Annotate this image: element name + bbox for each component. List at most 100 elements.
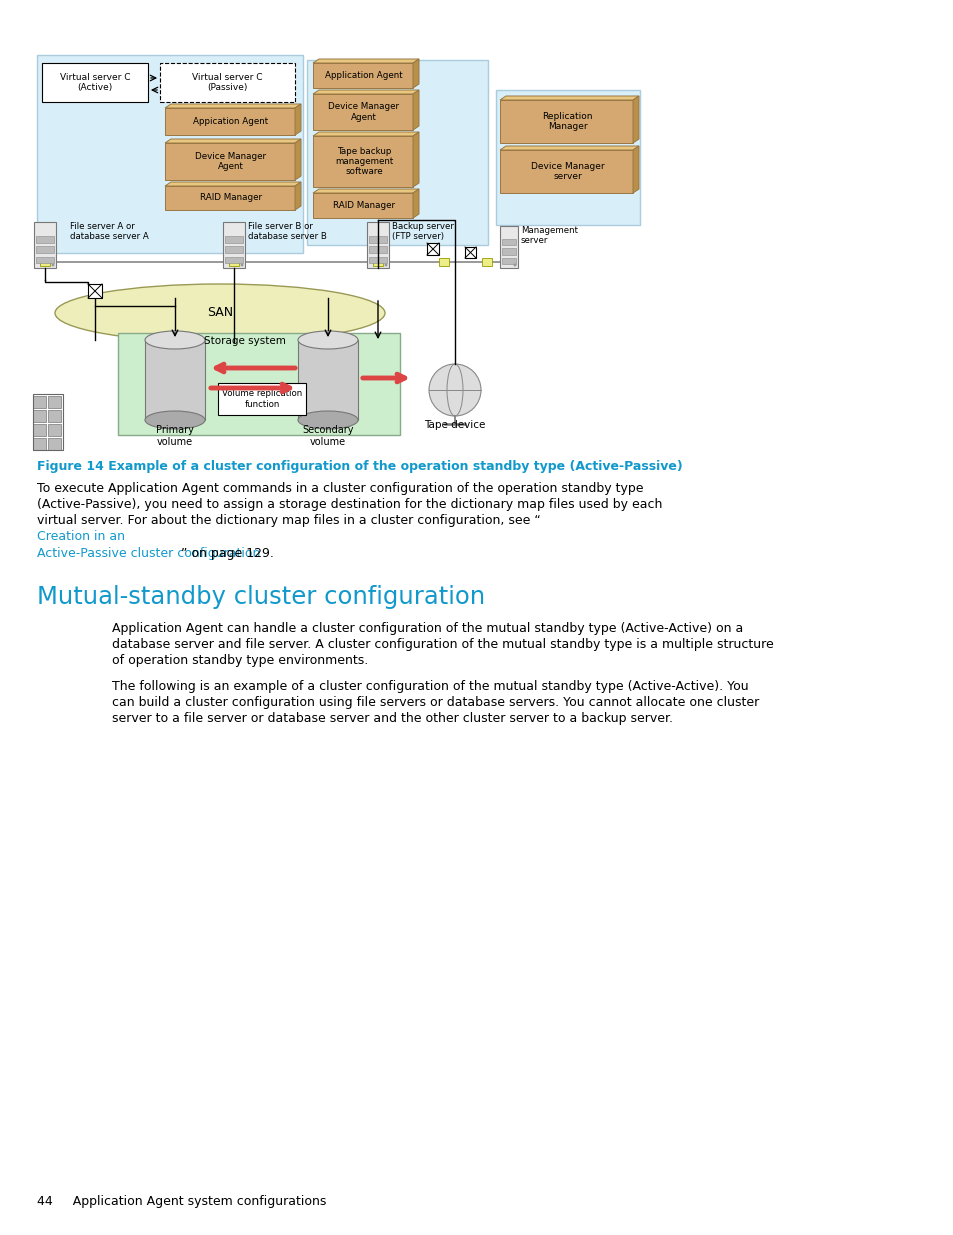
Text: 44     Application Agent system configurations: 44 Application Agent system configuratio…	[37, 1195, 326, 1208]
Text: RAID Manager: RAID Manager	[200, 194, 262, 203]
Polygon shape	[145, 340, 205, 420]
Bar	[36, 257, 54, 263]
Bar	[501, 248, 516, 254]
Text: Replication
Manager: Replication Manager	[541, 112, 592, 131]
Text: Backup server
(FTP server): Backup server (FTP server)	[392, 222, 454, 241]
Text: ” on page 129.: ” on page 129.	[37, 547, 274, 559]
Text: Volume replication
function: Volume replication function	[222, 389, 302, 409]
Bar	[223, 222, 245, 268]
Polygon shape	[165, 182, 301, 186]
Polygon shape	[165, 104, 301, 107]
Bar	[48, 396, 61, 408]
Polygon shape	[313, 132, 418, 136]
Bar	[48, 410, 61, 422]
Polygon shape	[633, 146, 639, 193]
Bar	[225, 246, 243, 253]
Bar	[48, 438, 61, 450]
Text: Application Agent: Application Agent	[325, 70, 402, 80]
Bar	[160, 63, 294, 103]
Polygon shape	[499, 146, 639, 149]
Polygon shape	[413, 90, 418, 130]
Text: (Active-Passive), you need to assign a storage destination for the dictionary ma: (Active-Passive), you need to assign a s…	[37, 498, 661, 511]
Polygon shape	[165, 107, 294, 135]
Text: Application Agent can handle a cluster configuration of the mutual standby type : Application Agent can handle a cluster c…	[112, 622, 742, 635]
Text: Device Manager
Agent: Device Manager Agent	[328, 103, 399, 122]
Polygon shape	[313, 94, 413, 130]
Circle shape	[429, 364, 480, 416]
Text: Active-Passive cluster configuration: Active-Passive cluster configuration	[37, 547, 260, 559]
Ellipse shape	[55, 284, 385, 342]
Text: Mutual-standby cluster configuration: Mutual-standby cluster configuration	[37, 585, 485, 609]
Bar	[33, 424, 46, 436]
Bar	[40, 258, 50, 266]
Text: Tape backup
management
software: Tape backup management software	[335, 147, 393, 177]
Text: RAID Manager: RAID Manager	[333, 201, 395, 210]
Polygon shape	[499, 149, 633, 193]
Bar	[225, 236, 243, 243]
Ellipse shape	[297, 411, 357, 429]
Text: Virtual server C
(Active): Virtual server C (Active)	[60, 73, 131, 93]
Circle shape	[384, 263, 387, 267]
Polygon shape	[294, 140, 301, 180]
Bar	[33, 394, 63, 450]
Bar	[36, 236, 54, 243]
Bar	[33, 410, 46, 422]
Bar	[369, 246, 387, 253]
Text: File server A or
database server A: File server A or database server A	[70, 222, 149, 241]
Polygon shape	[165, 140, 301, 143]
Bar	[501, 240, 516, 246]
Bar	[427, 243, 438, 254]
Text: To execute Application Agent commands in a cluster configuration of the operatio: To execute Application Agent commands in…	[37, 482, 643, 495]
Bar	[501, 258, 516, 264]
Text: Storage system: Storage system	[204, 336, 286, 346]
Bar	[37, 56, 303, 253]
Text: SAN: SAN	[207, 306, 233, 320]
Bar	[307, 61, 488, 245]
Ellipse shape	[145, 331, 205, 350]
Text: File server B or
database server B: File server B or database server B	[248, 222, 327, 241]
Polygon shape	[313, 193, 413, 219]
Bar	[369, 236, 387, 243]
Bar	[496, 90, 639, 225]
Bar	[218, 383, 306, 415]
Polygon shape	[413, 189, 418, 219]
Bar	[118, 333, 399, 435]
Polygon shape	[165, 143, 294, 180]
Circle shape	[513, 263, 516, 267]
Text: Appication Agent: Appication Agent	[193, 117, 269, 126]
Polygon shape	[297, 340, 357, 420]
Bar	[373, 258, 382, 266]
Bar	[229, 258, 239, 266]
Polygon shape	[313, 59, 418, 63]
Text: Virtual server C
(Passive): Virtual server C (Passive)	[193, 73, 262, 93]
Bar	[225, 257, 243, 263]
Bar	[33, 438, 46, 450]
Circle shape	[51, 263, 54, 267]
Text: Device Manager
Agent: Device Manager Agent	[195, 152, 266, 172]
Bar	[36, 246, 54, 253]
Polygon shape	[294, 104, 301, 135]
Polygon shape	[313, 136, 413, 186]
Bar	[438, 258, 449, 266]
Bar	[34, 222, 56, 268]
Bar	[464, 247, 476, 258]
Polygon shape	[313, 90, 418, 94]
Polygon shape	[499, 100, 633, 143]
Bar	[33, 396, 46, 408]
Text: of operation standby type environments.: of operation standby type environments.	[112, 655, 368, 667]
Polygon shape	[313, 189, 418, 193]
Polygon shape	[413, 59, 418, 88]
Text: can build a cluster configuration using file servers or database servers. You ca: can build a cluster configuration using …	[112, 697, 759, 709]
Ellipse shape	[297, 331, 357, 350]
Bar	[499, 226, 517, 268]
Polygon shape	[413, 132, 418, 186]
Text: Primary
volume: Primary volume	[156, 425, 193, 447]
Ellipse shape	[145, 411, 205, 429]
Text: Device Manager
server: Device Manager server	[530, 162, 603, 182]
Bar	[367, 222, 389, 268]
Text: Creation in an: Creation in an	[37, 530, 125, 543]
Bar	[88, 284, 102, 298]
Bar	[42, 63, 148, 103]
Polygon shape	[633, 96, 639, 143]
Polygon shape	[499, 96, 639, 100]
